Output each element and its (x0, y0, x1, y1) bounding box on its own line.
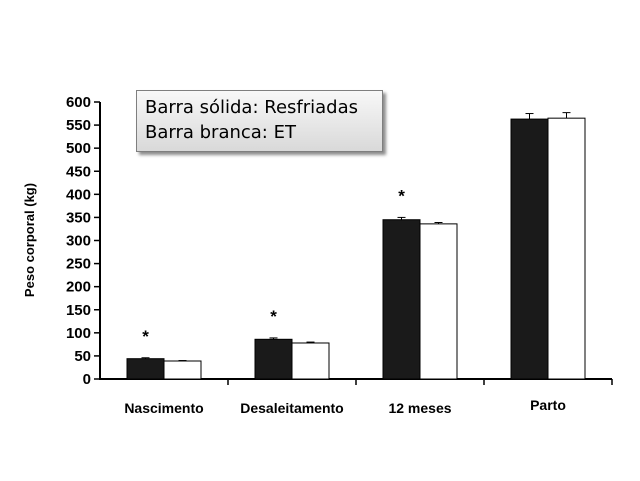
bar-et (291, 342, 330, 380)
bar-resfriadas (254, 338, 293, 380)
y-tick-label: 50 (74, 348, 91, 365)
legend: Barra sólida: Resfriadas Barra branca: E… (136, 90, 383, 152)
y-tick-label: 150 (66, 302, 91, 319)
significance-marker: * (398, 186, 405, 205)
x-category-label: 12 meses (388, 400, 451, 416)
bar-et (163, 360, 202, 380)
y-tick-label: 550 (66, 117, 91, 134)
y-tick-label: 250 (66, 256, 91, 273)
y-tick-label: 450 (66, 163, 91, 180)
y-tick-label: 0 (83, 371, 91, 388)
y-tick-label: 350 (66, 209, 91, 226)
bar-et (419, 223, 458, 380)
x-category-label: Desaleitamento (240, 400, 343, 416)
y-axis-title: Peso corporal (kg) (22, 183, 37, 297)
bars: * * * (126, 112, 586, 380)
y-axis-ticks: 0 50 100 150 200 250 300 350 400 450 500 550 600 (66, 94, 100, 388)
bar-resfriadas (510, 118, 549, 380)
bar-resfriadas (382, 219, 421, 380)
y-tick-label: 300 (66, 233, 91, 250)
x-category-label: Nascimento (124, 400, 203, 416)
x-axis-labels: Nascimento Desaleitamento 12 meses Parto (124, 397, 566, 416)
y-tick-label: 500 (66, 140, 91, 157)
x-category-label: Parto (530, 397, 566, 413)
significance-marker: * (142, 327, 149, 346)
y-tick-label: 600 (66, 94, 91, 111)
y-tick-label: 100 (66, 325, 91, 342)
bar-et (547, 117, 586, 380)
y-tick-label: 200 (66, 279, 91, 296)
y-tick-label: 400 (66, 186, 91, 203)
legend-line-solid: Barra sólida: Resfriadas (145, 97, 359, 118)
significance-marker: * (270, 307, 277, 326)
bar-resfriadas (126, 358, 165, 380)
legend-line-white: Barra branca: ET (145, 122, 296, 143)
